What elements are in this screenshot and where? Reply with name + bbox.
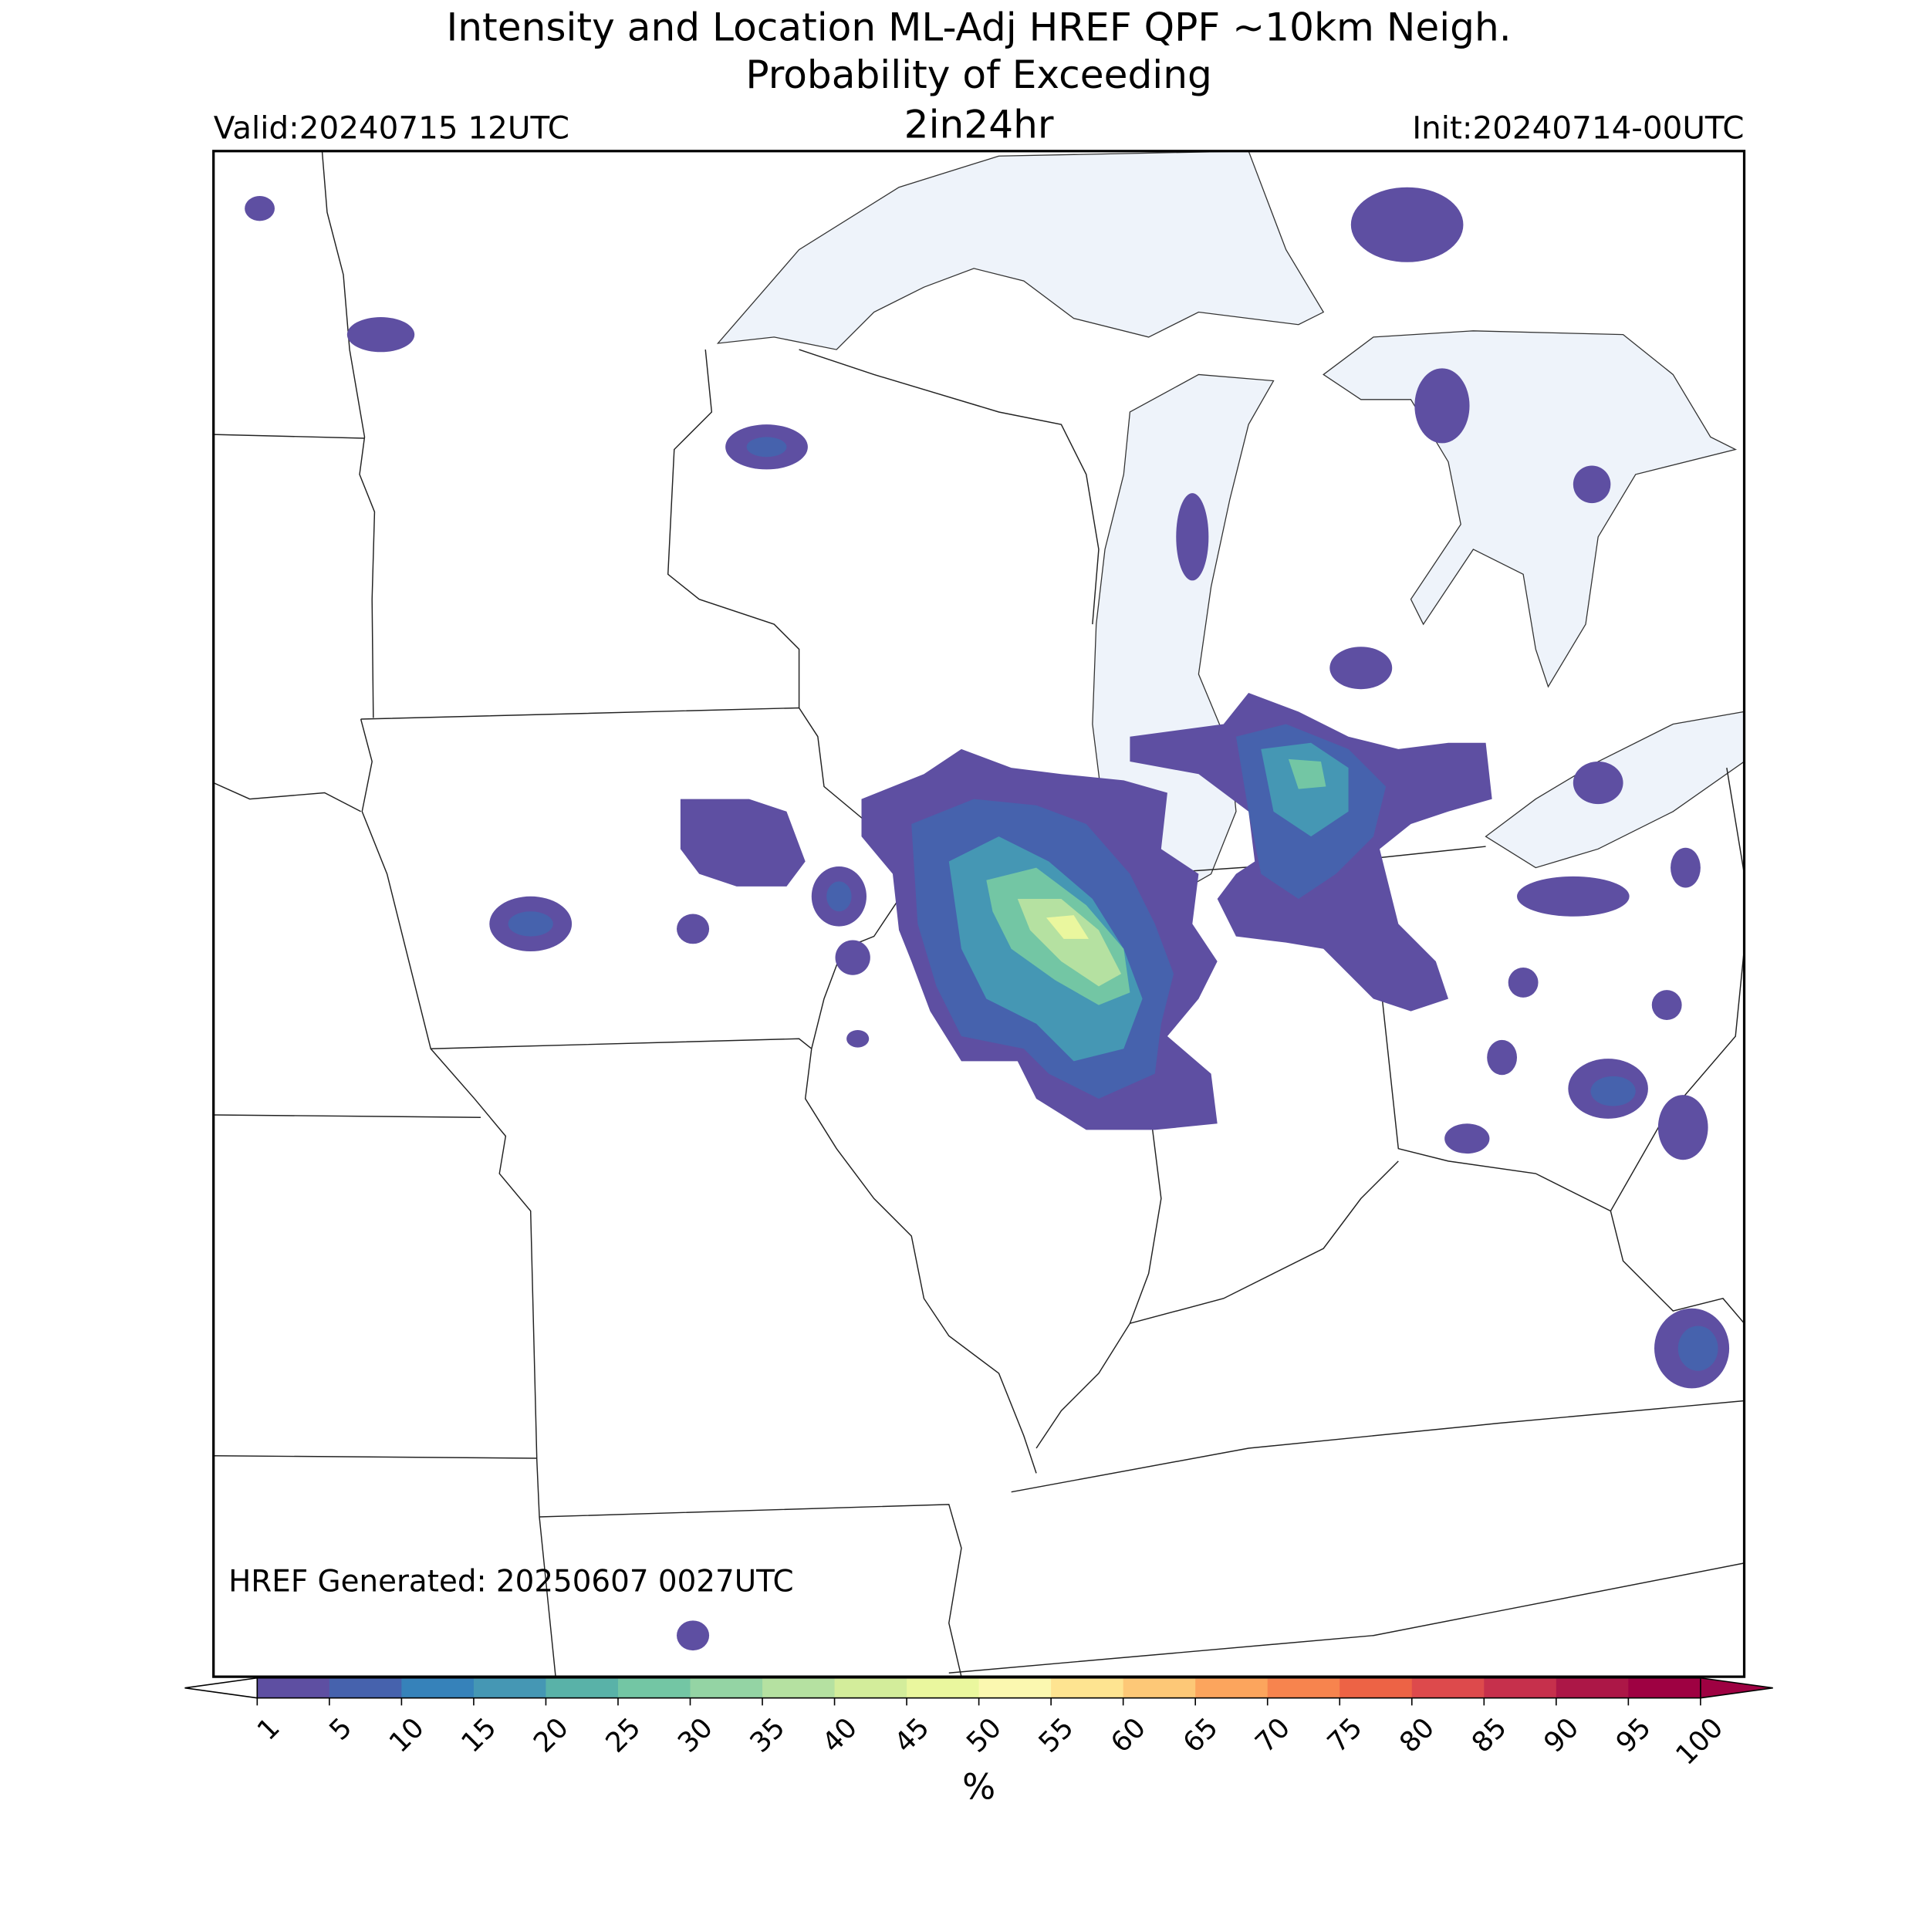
colorbar-segment — [329, 1677, 403, 1698]
colorbar-segment — [473, 1677, 547, 1698]
colorbar-segment — [546, 1677, 619, 1698]
colorbar-segment — [1339, 1677, 1413, 1698]
state-border — [321, 150, 376, 718]
colorbar-tick-label: 75 — [1322, 1712, 1369, 1759]
state-border — [360, 718, 556, 1677]
colorbar-segment — [762, 1677, 836, 1698]
colorbar-segment — [690, 1677, 763, 1698]
colorbar-tick-label: 95 — [1610, 1712, 1657, 1759]
colorbar-tick-label: 25 — [600, 1712, 647, 1759]
colorbar-segment — [1484, 1677, 1557, 1698]
colorbar-segment — [1051, 1677, 1124, 1698]
state-border — [1610, 1211, 1745, 1324]
colorbar-tick-label: 15 — [455, 1712, 502, 1759]
lake-huron — [1323, 330, 1738, 688]
map — [212, 150, 1746, 1678]
colorbar-tick-label: 5 — [323, 1712, 358, 1747]
colorbar-segment — [907, 1677, 980, 1698]
probability-field — [245, 187, 1730, 1651]
colorbar-under — [184, 1677, 258, 1699]
colorbar-tick-label: 45 — [888, 1712, 935, 1759]
init-time: Init:20240714-00UTC — [1412, 109, 1744, 146]
colorbar-segment — [1628, 1677, 1701, 1698]
state-border — [1130, 1160, 1399, 1324]
state-border — [667, 350, 800, 708]
threshold: 2in24hr — [904, 102, 1054, 147]
colorbar-tick-label: 55 — [1033, 1712, 1080, 1759]
colorbar-segment — [1267, 1677, 1341, 1698]
colorbar-segment — [1123, 1677, 1196, 1698]
colorbar-segment — [834, 1677, 907, 1698]
colorbar-tick-label: 20 — [528, 1712, 575, 1759]
colorbar: 1 5 10 15 20 25 30 35 40 45 50 55 60 65 70 75 80 85 90 95 10… — [184, 1677, 1773, 1772]
state-border — [431, 1038, 812, 1049]
colorbar-tick-label: 65 — [1177, 1712, 1225, 1759]
colorbar-tick-label: 85 — [1466, 1712, 1513, 1759]
state-border — [948, 1562, 1745, 1674]
colorbar-tick-label: 40 — [816, 1712, 863, 1759]
colorbar-tick-label: 1 — [252, 1712, 286, 1747]
state-border — [804, 1049, 1037, 1474]
state-border — [1726, 768, 1745, 874]
state-border — [1367, 846, 1486, 860]
colorbar-segment — [1195, 1677, 1269, 1698]
colorbar-tick-label: 10 — [383, 1712, 431, 1759]
state-border — [213, 782, 361, 812]
valid-time: Valid:20240715 12UTC — [214, 109, 569, 146]
lake-superior — [716, 150, 1325, 350]
colorbar-tick-label: 70 — [1249, 1712, 1296, 1759]
state-border — [1011, 1400, 1745, 1493]
colorbar-tick-label: 100 — [1670, 1712, 1729, 1772]
colorbar-segment — [257, 1677, 330, 1698]
colorbar-tick-label: 90 — [1538, 1712, 1585, 1759]
colorbar-over — [1700, 1677, 1773, 1699]
colorbar-label: % — [962, 1766, 995, 1807]
colorbar-segment — [978, 1677, 1052, 1698]
colorbar-tick-label: 30 — [672, 1712, 719, 1759]
generated-time: HREF Generated: 20250607 0027UTC — [228, 1564, 794, 1599]
colorbar-segment — [401, 1677, 475, 1698]
state-border — [539, 1504, 962, 1677]
colorbar-segment — [617, 1677, 691, 1698]
state-border — [213, 1114, 481, 1118]
colorbar-tick-label: 35 — [744, 1712, 791, 1759]
title: Intensity and Location ML-Adj HREF QPF ~… — [446, 4, 1511, 49]
colorbar-tick-label: 50 — [961, 1712, 1008, 1759]
subtitle: Probability of Exceeding — [745, 52, 1212, 97]
colorbar-segment — [1411, 1677, 1485, 1698]
state-border — [213, 434, 365, 439]
colorbar-tick-label: 80 — [1394, 1712, 1441, 1759]
state-border — [213, 1455, 537, 1459]
colorbar-segment — [1556, 1677, 1630, 1698]
map-frame — [212, 150, 1746, 1678]
colorbar-tick-label: 60 — [1105, 1712, 1152, 1759]
state-border — [799, 349, 1100, 625]
